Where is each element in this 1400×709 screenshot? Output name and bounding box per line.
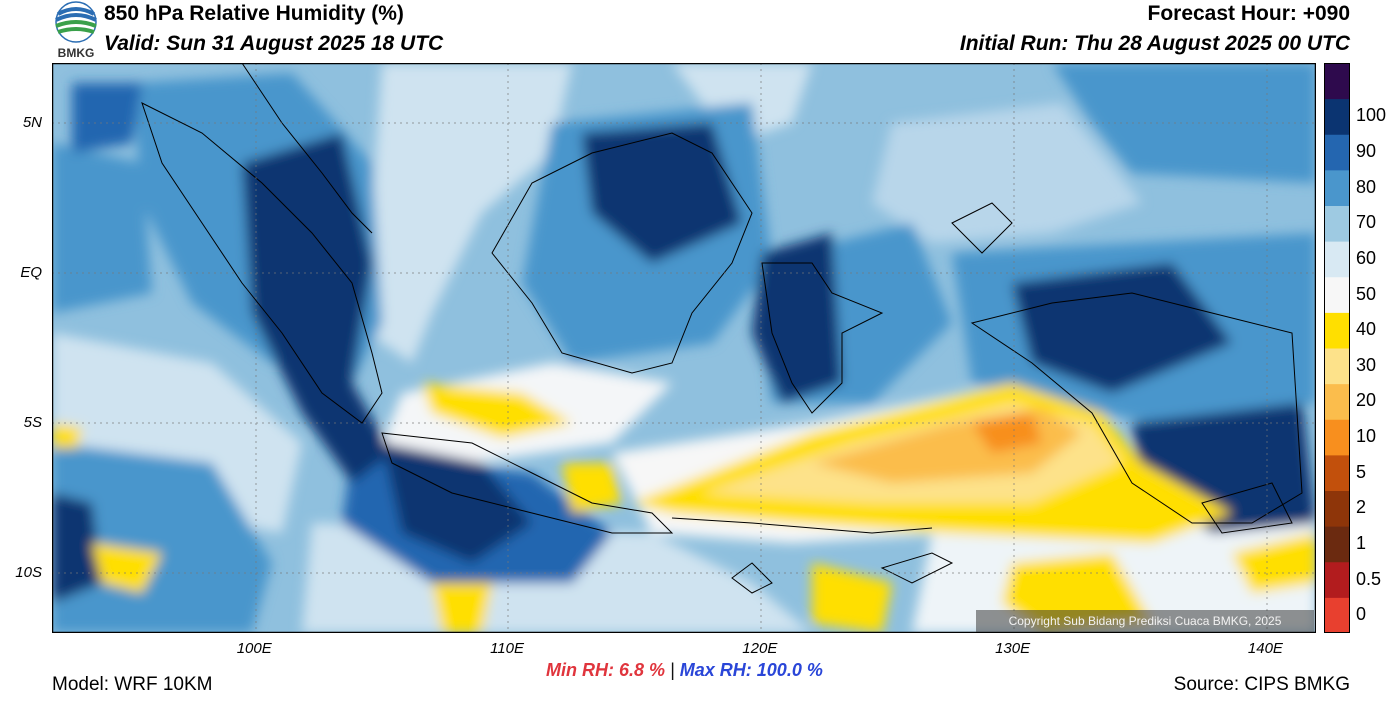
logo-text: BMKG: [58, 46, 95, 60]
colorbar-swatch: [1324, 561, 1350, 598]
colorbar-swatch: [1324, 419, 1350, 456]
colorbar-swatch: [1324, 312, 1350, 349]
colorbar-swatch: [1324, 63, 1350, 100]
lat-tick-label: 5S: [23, 414, 42, 431]
min-rh-value: 6.8 %: [619, 660, 666, 680]
colorbar-level-label: 10: [1356, 426, 1377, 447]
copyright-note: Copyright Sub Bidang Prediksi Cuaca BMKG…: [976, 610, 1314, 632]
source-label: Source: CIPS BMKG: [1173, 674, 1350, 695]
colorbar-level-label: 100: [1356, 105, 1387, 126]
lat-tick-label: EQ: [20, 264, 42, 281]
map-frame: [52, 63, 1316, 633]
colorbar-level-label: 50: [1356, 283, 1377, 304]
lon-tick-label: 130E: [995, 640, 1031, 657]
lon-tick-label: 110E: [490, 640, 524, 657]
colorbar-swatch: [1324, 348, 1350, 385]
colorbar-swatch: [1324, 241, 1350, 278]
colorbar-swatch: [1324, 383, 1350, 420]
lat-lon-grid: [52, 63, 1316, 633]
colorbar-level-label: 5: [1356, 461, 1367, 482]
colorbar: [1324, 63, 1350, 633]
colorbar-level-label: 0.5: [1356, 568, 1382, 589]
bmkg-logo: BMKG: [55, 1, 97, 60]
lat-tick-label: 10S: [15, 564, 42, 581]
colorbar-level-label: 80: [1356, 176, 1377, 197]
colorbar-level-label: 20: [1356, 390, 1377, 411]
lon-tick-label: 140E: [1247, 640, 1283, 657]
colorbar-swatch: [1324, 490, 1350, 527]
lon-tick-label: 120E: [742, 640, 778, 657]
min-rh-label: Min RH:: [546, 660, 614, 680]
lat-tick-label: 5N: [22, 114, 42, 131]
map-title: 850 hPa Relative Humidity (%): [104, 2, 404, 25]
colorbar-level-label: 0: [1356, 604, 1367, 625]
colorbar-level-label: 60: [1356, 247, 1377, 268]
humidity-map: [52, 63, 1316, 633]
valid-time: Valid: Sun 31 August 2025 18 UTC: [104, 32, 444, 55]
model-label: Model: WRF 10KM: [52, 674, 213, 695]
colorbar-swatch: [1324, 205, 1350, 242]
colorbar-frame: [1324, 63, 1350, 633]
min-max-readout: Min RH: 6.8 % | Max RH: 100.0 %: [546, 660, 823, 681]
colorbar-swatch: [1324, 169, 1350, 206]
max-rh-value: 100.0 %: [756, 660, 823, 680]
coastlines: [141, 63, 1303, 594]
colorbar-level-label: 30: [1356, 354, 1377, 375]
forecast-hour: Forecast Hour: +090: [1147, 2, 1351, 25]
colorbar-level-label: 90: [1356, 141, 1377, 162]
colorbar-swatch: [1324, 526, 1350, 563]
colorbar-swatch: [1324, 134, 1350, 171]
colorbar-swatch: [1324, 98, 1350, 135]
colorbar-swatch: [1324, 454, 1350, 491]
colorbar-level-label: 70: [1356, 212, 1377, 233]
min-max-separator: |: [670, 660, 675, 680]
max-rh-label: Max RH:: [679, 660, 752, 680]
colorbar-swatch: [1324, 597, 1350, 633]
colorbar-level-label: 40: [1356, 319, 1377, 340]
colorbar-swatch: [1324, 276, 1350, 313]
initial-run: Initial Run: Thu 28 August 2025 00 UTC: [959, 32, 1350, 55]
colorbar-level-label: 1: [1356, 532, 1367, 553]
colorbar-level-label: 2: [1356, 497, 1367, 518]
lon-tick-label: 100E: [236, 640, 272, 657]
